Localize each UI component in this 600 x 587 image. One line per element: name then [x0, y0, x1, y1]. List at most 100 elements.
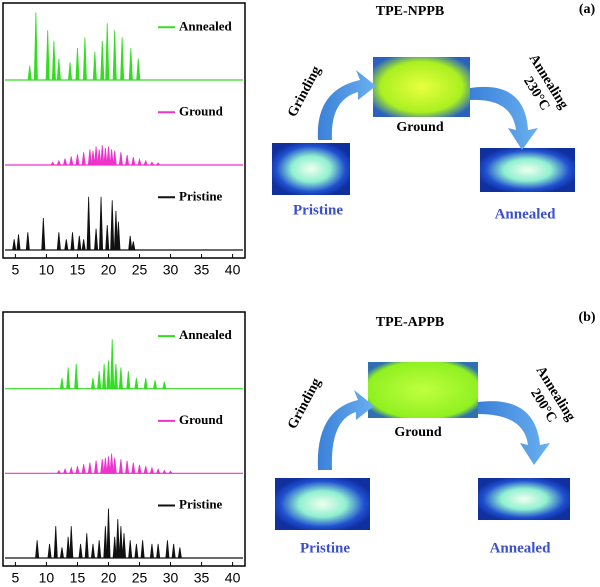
peak	[78, 543, 83, 559]
peak	[59, 547, 65, 559]
peak	[56, 159, 62, 166]
peak	[137, 464, 142, 474]
peak	[94, 460, 99, 474]
peak	[84, 533, 89, 559]
peak	[87, 149, 92, 166]
peak	[53, 526, 58, 559]
peak	[99, 196, 104, 251]
peak	[56, 469, 62, 474]
photo	[478, 478, 570, 520]
state-label: Pristine	[300, 540, 350, 556]
peak	[149, 161, 155, 166]
peak	[128, 235, 133, 251]
x-tick-label: 15	[70, 262, 86, 278]
peak	[102, 363, 107, 390]
legend-label: Pristine	[179, 188, 223, 203]
peak	[162, 381, 167, 390]
peak	[113, 363, 118, 390]
photo	[373, 57, 470, 117]
photo	[272, 143, 350, 195]
x-tick-label: 30	[163, 570, 179, 586]
peak	[77, 235, 82, 251]
peak	[100, 459, 105, 474]
step-label: Grinding	[285, 376, 324, 432]
peak	[100, 40, 105, 81]
step-label: Grinding	[285, 64, 324, 120]
peak	[100, 145, 105, 166]
peak	[35, 540, 40, 559]
arrow	[470, 86, 538, 150]
x-tick-label: 15	[70, 570, 86, 586]
peak	[105, 225, 110, 251]
legend-label: Annealed	[179, 18, 233, 33]
photo	[480, 148, 575, 192]
peak	[125, 460, 130, 474]
peak	[47, 543, 52, 559]
peak	[33, 12, 38, 81]
x-tick-label: 40	[225, 570, 241, 586]
peak	[118, 367, 123, 390]
peak	[121, 533, 127, 559]
peak	[165, 540, 170, 559]
peak	[113, 210, 118, 251]
peak	[81, 152, 86, 166]
peak	[152, 380, 158, 390]
legend-label: Pristine	[179, 496, 223, 511]
panel-label: (b)	[578, 310, 595, 325]
peak	[106, 146, 111, 166]
photo	[275, 478, 370, 530]
legend-label: Ground	[179, 412, 224, 427]
peak	[177, 547, 182, 559]
peak	[103, 526, 108, 559]
x-tick-label: 20	[101, 570, 117, 586]
peak	[97, 370, 102, 390]
peak	[92, 51, 97, 81]
peak	[97, 540, 102, 559]
peak	[69, 156, 74, 166]
peak	[131, 241, 136, 251]
peak	[69, 466, 74, 474]
x-tick-label: 30	[163, 262, 179, 278]
state-label: Ground	[396, 120, 443, 135]
peak	[66, 536, 71, 559]
peak	[140, 540, 145, 559]
peak	[94, 228, 99, 251]
scheme-title: TPE-NPPB	[376, 4, 444, 19]
state-label: Pristine	[293, 202, 343, 218]
peak	[156, 543, 161, 559]
peak	[74, 363, 79, 390]
peak	[112, 30, 117, 81]
peak	[112, 457, 117, 474]
peak	[103, 457, 108, 474]
peak	[67, 62, 73, 81]
peak	[155, 467, 161, 474]
peak	[16, 234, 21, 251]
peak	[110, 200, 115, 251]
peak	[94, 146, 99, 166]
peak	[120, 37, 125, 81]
scheme: TPE-APPB (b) Ground Pristine Annealed Gr…	[275, 310, 596, 556]
peak	[66, 367, 71, 390]
peak	[25, 232, 30, 251]
x-tick-label: 5	[12, 262, 20, 278]
peak	[81, 464, 86, 474]
peak	[106, 456, 111, 474]
x-tick-label: 5	[12, 570, 20, 586]
state-label: Ground	[394, 425, 441, 440]
x-tick-label: 25	[132, 262, 148, 278]
peak	[45, 30, 50, 81]
state-label: Annealed	[490, 540, 552, 556]
peak	[97, 149, 102, 166]
peak	[41, 218, 46, 251]
peak	[143, 159, 148, 166]
peak	[106, 360, 111, 390]
peak	[131, 157, 136, 166]
peak	[125, 154, 130, 166]
peak	[155, 162, 161, 166]
peak	[75, 154, 80, 166]
peak	[64, 239, 69, 251]
peak	[51, 40, 56, 81]
peak	[12, 239, 17, 251]
peak	[171, 543, 176, 559]
